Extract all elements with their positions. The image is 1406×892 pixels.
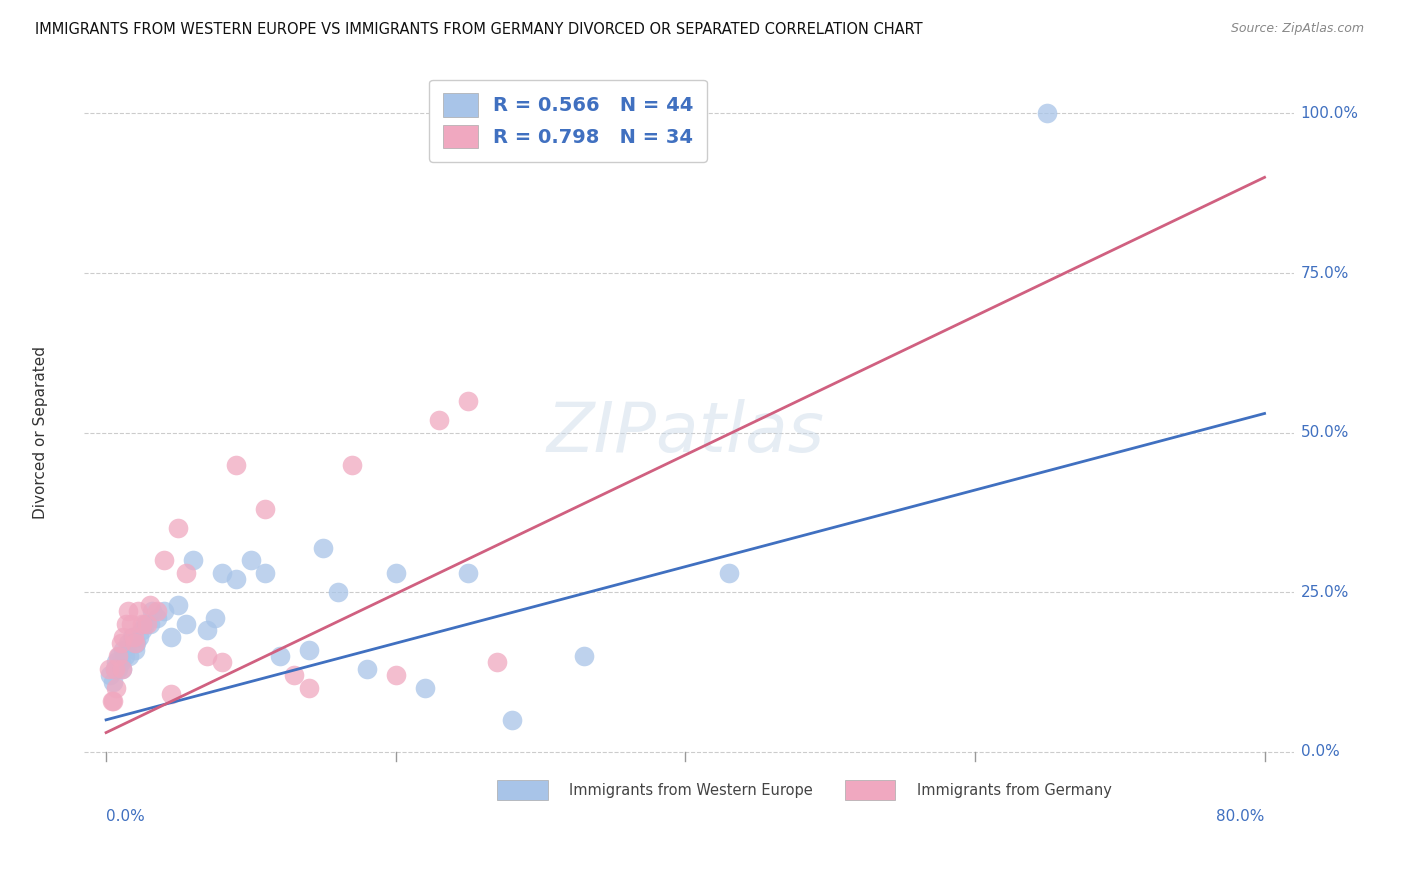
Point: [115, 617, 138, 632]
Point: [145, 604, 167, 618]
Point: [197, 624, 219, 638]
Point: [111, 662, 134, 676]
Point: [141, 604, 163, 618]
Text: 80.0%: 80.0%: [1216, 809, 1264, 824]
Text: 75.0%: 75.0%: [1301, 266, 1350, 281]
Point: [117, 636, 139, 650]
Point: [114, 648, 136, 663]
Point: [101, 694, 124, 708]
Point: [211, 566, 233, 580]
Point: [167, 598, 190, 612]
Point: [125, 636, 148, 650]
Text: Divorced or Separated: Divorced or Separated: [34, 346, 48, 519]
Point: [254, 502, 277, 516]
FancyBboxPatch shape: [498, 780, 548, 799]
Point: [197, 648, 219, 663]
Point: [1036, 106, 1059, 120]
Point: [110, 636, 132, 650]
Point: [138, 617, 160, 632]
Point: [312, 541, 335, 555]
Text: IMMIGRANTS FROM WESTERN EUROPE VS IMMIGRANTS FROM GERMANY DIVORCED OR SEPARATED : IMMIGRANTS FROM WESTERN EUROPE VS IMMIGR…: [35, 22, 922, 37]
Point: [384, 566, 406, 580]
Point: [174, 566, 197, 580]
Point: [204, 611, 226, 625]
Point: [98, 662, 121, 676]
Point: [501, 713, 523, 727]
FancyBboxPatch shape: [845, 780, 896, 799]
Point: [145, 611, 167, 625]
Point: [112, 630, 135, 644]
Point: [174, 617, 197, 632]
Point: [104, 662, 127, 676]
Point: [225, 573, 247, 587]
Text: Source: ZipAtlas.com: Source: ZipAtlas.com: [1230, 22, 1364, 36]
Point: [103, 674, 125, 689]
Point: [121, 630, 143, 644]
Point: [326, 585, 349, 599]
Point: [120, 617, 142, 632]
Point: [124, 642, 146, 657]
Point: [160, 687, 183, 701]
Point: [356, 662, 378, 676]
Point: [160, 630, 183, 644]
Point: [342, 458, 364, 472]
Point: [717, 566, 740, 580]
Point: [457, 566, 479, 580]
Point: [103, 694, 125, 708]
Point: [239, 553, 262, 567]
Point: [457, 393, 479, 408]
Point: [283, 668, 305, 682]
Text: 0.0%: 0.0%: [1301, 744, 1340, 759]
Point: [127, 604, 149, 618]
Point: [181, 553, 204, 567]
Text: 100.0%: 100.0%: [1301, 106, 1358, 121]
Text: Immigrants from Western Europe: Immigrants from Western Europe: [569, 782, 813, 797]
Point: [298, 642, 321, 657]
Text: Immigrants from Germany: Immigrants from Germany: [917, 782, 1112, 797]
Point: [269, 648, 291, 663]
Point: [111, 662, 134, 676]
Point: [128, 630, 150, 644]
Point: [100, 668, 122, 682]
Point: [104, 662, 127, 676]
Point: [131, 624, 153, 638]
Point: [122, 630, 145, 644]
Point: [486, 656, 509, 670]
Point: [572, 648, 595, 663]
Point: [124, 636, 146, 650]
Point: [413, 681, 436, 695]
Point: [107, 648, 129, 663]
Point: [105, 656, 128, 670]
Legend: R = 0.566   N = 44, R = 0.798   N = 34: R = 0.566 N = 44, R = 0.798 N = 34: [429, 79, 707, 162]
Text: 50.0%: 50.0%: [1301, 425, 1350, 440]
Text: 0.0%: 0.0%: [105, 809, 145, 824]
Point: [211, 656, 233, 670]
Point: [298, 681, 321, 695]
Point: [118, 648, 141, 663]
Point: [131, 617, 153, 632]
Point: [427, 413, 450, 427]
Point: [117, 604, 139, 618]
Point: [107, 662, 129, 676]
Point: [384, 668, 406, 682]
Point: [138, 598, 160, 612]
Point: [108, 648, 131, 663]
Point: [105, 681, 128, 695]
Point: [254, 566, 277, 580]
Point: [153, 604, 176, 618]
Point: [134, 617, 156, 632]
Text: ZIPatlas: ZIPatlas: [547, 399, 824, 467]
Point: [112, 642, 135, 657]
Point: [135, 617, 157, 632]
Point: [153, 553, 176, 567]
Point: [110, 656, 132, 670]
Point: [225, 458, 247, 472]
Text: 25.0%: 25.0%: [1301, 584, 1350, 599]
Point: [167, 521, 190, 535]
